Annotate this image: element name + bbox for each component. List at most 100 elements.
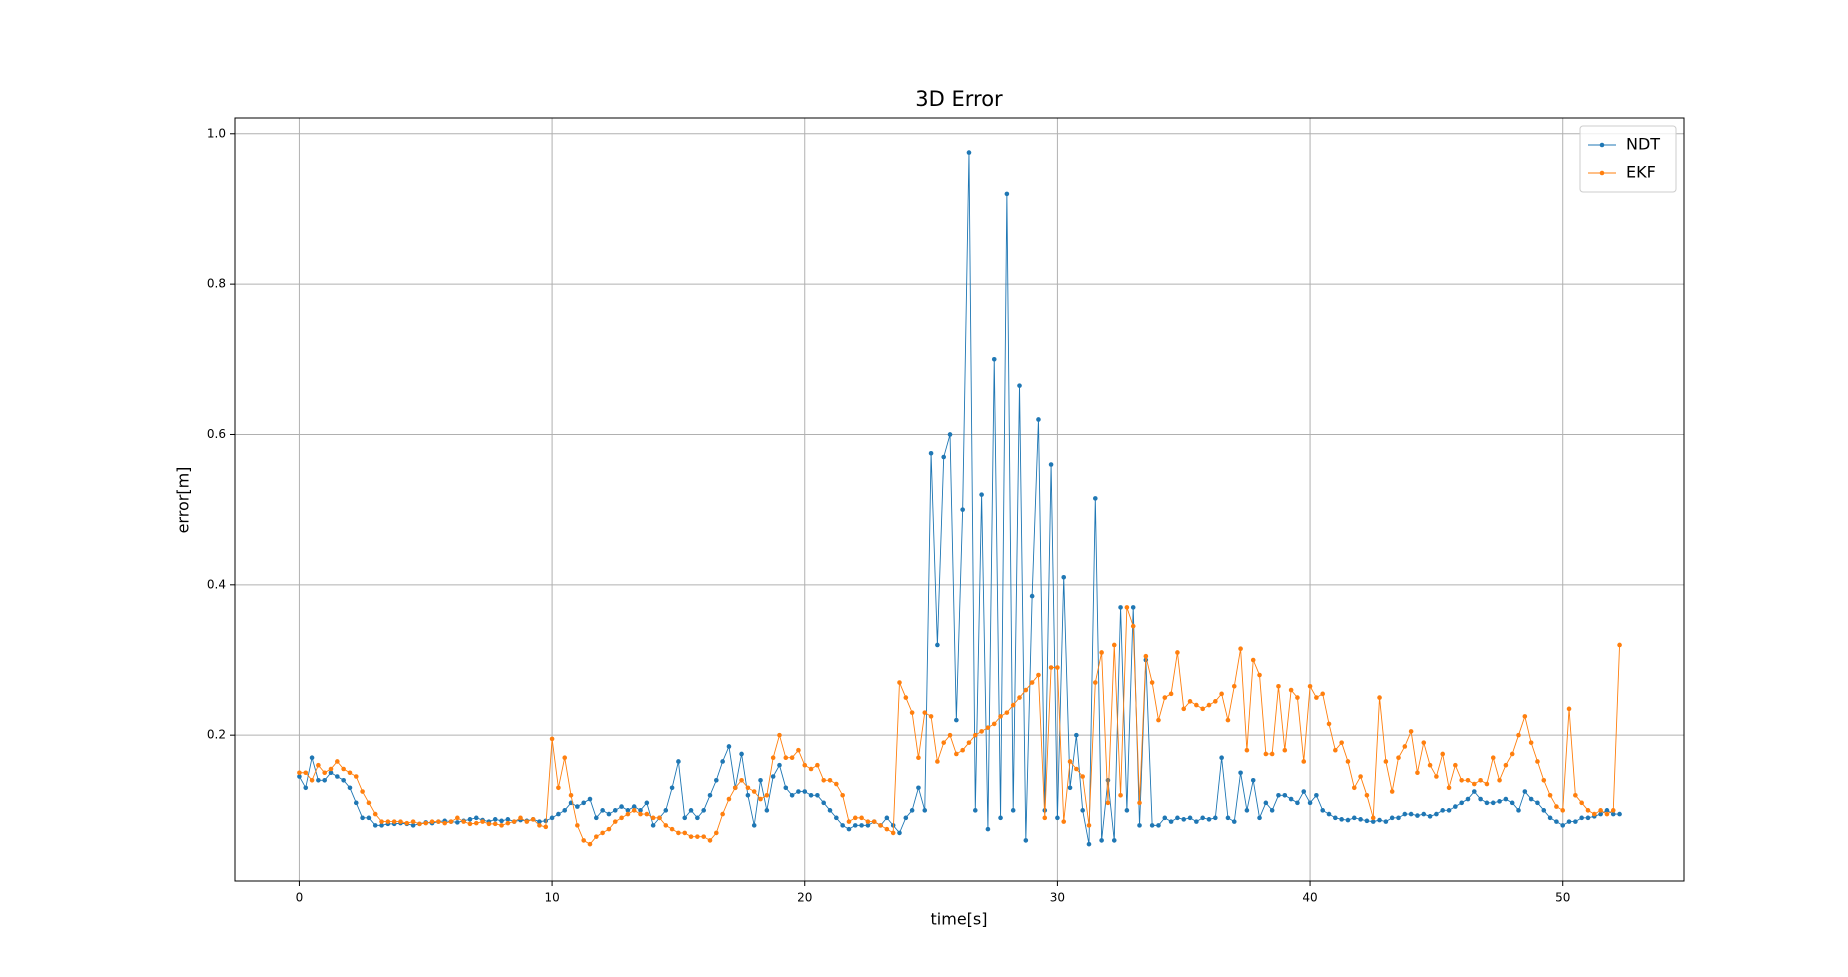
data-point (909, 710, 915, 715)
data-point (1004, 710, 1010, 715)
data-point (1257, 815, 1262, 821)
data-point (1440, 808, 1446, 813)
data-point (1118, 793, 1123, 798)
data-point (903, 815, 909, 821)
data-point (530, 817, 536, 822)
data-point (979, 492, 984, 497)
data-point (1017, 383, 1022, 388)
data-point (1086, 823, 1092, 828)
data-point (1118, 605, 1123, 610)
data-point (587, 841, 593, 847)
data-point (935, 759, 940, 764)
data-point (1528, 796, 1534, 802)
data-point (834, 781, 839, 787)
data-point (1617, 811, 1622, 817)
data-point (562, 755, 568, 761)
data-point (1023, 838, 1029, 843)
data-point (1250, 777, 1256, 783)
data-point (1213, 815, 1218, 821)
data-point (682, 830, 688, 836)
data-point (1010, 702, 1016, 708)
data-point (1055, 665, 1060, 670)
data-point (1471, 781, 1477, 787)
data-point (1288, 796, 1294, 802)
data-point (423, 820, 429, 826)
data-point (789, 793, 795, 798)
data-point (922, 710, 928, 715)
y-tick-label: 1.0 (207, 126, 226, 140)
data-point (745, 785, 751, 791)
legend: NDT EKF (1579, 125, 1677, 193)
data-point (884, 826, 890, 832)
data-point (537, 823, 542, 828)
data-point (1415, 770, 1420, 776)
data-point (821, 800, 826, 806)
data-point (770, 755, 776, 761)
data-point (499, 823, 504, 828)
data-point (1478, 777, 1483, 783)
data-point (1187, 815, 1193, 821)
data-point (1307, 684, 1313, 689)
data-point (701, 834, 706, 839)
data-point (1535, 759, 1540, 764)
data-point (606, 826, 612, 832)
data-point (688, 808, 694, 813)
data-point (676, 830, 681, 836)
data-point (1446, 785, 1452, 791)
data-point (1408, 811, 1414, 817)
data-point (764, 793, 770, 798)
data-point (1566, 706, 1572, 712)
data-point (594, 834, 599, 839)
data-point (360, 815, 365, 821)
data-point (922, 808, 928, 813)
legend-label: EKF (1626, 163, 1656, 182)
data-point (1345, 817, 1351, 823)
data-point (1560, 823, 1566, 828)
data-point (745, 793, 751, 798)
data-point (353, 774, 359, 779)
data-point (391, 819, 397, 824)
data-point (1301, 759, 1307, 764)
data-point (998, 714, 1003, 719)
data-point (865, 823, 871, 828)
data-point (429, 819, 435, 824)
data-point (492, 821, 498, 827)
data-point (347, 785, 353, 791)
data-point (1604, 811, 1610, 817)
data-point (1408, 729, 1414, 734)
data-point (1617, 642, 1622, 648)
data-point (657, 815, 662, 821)
data-point (916, 755, 921, 761)
data-point (575, 804, 580, 809)
data-point (309, 755, 315, 761)
data-point (1547, 815, 1553, 821)
data-point (625, 808, 631, 813)
y-tick-label: 0.2 (207, 728, 226, 742)
data-point (815, 762, 820, 768)
data-point (1592, 811, 1597, 817)
data-point (1010, 808, 1016, 813)
data-point (695, 834, 700, 839)
data-point (1585, 815, 1591, 821)
data-point (1421, 740, 1427, 745)
data-point (644, 811, 650, 817)
data-point (372, 811, 378, 817)
data-point (1238, 770, 1243, 776)
series-line (299, 152, 1620, 845)
data-point (1440, 751, 1446, 757)
data-point (360, 789, 365, 794)
legend-box (1579, 125, 1677, 193)
data-point (1314, 695, 1319, 700)
data-point (827, 808, 833, 813)
data-point (1326, 811, 1332, 817)
data-point (991, 357, 997, 362)
plot-frame (234, 117, 1685, 882)
data-point (1415, 813, 1420, 818)
data-point (473, 815, 479, 821)
data-point (1187, 699, 1193, 704)
data-point (783, 755, 789, 761)
data-point (954, 751, 959, 757)
data-point (1295, 695, 1300, 700)
data-point (1320, 691, 1325, 697)
data-point (581, 800, 586, 806)
